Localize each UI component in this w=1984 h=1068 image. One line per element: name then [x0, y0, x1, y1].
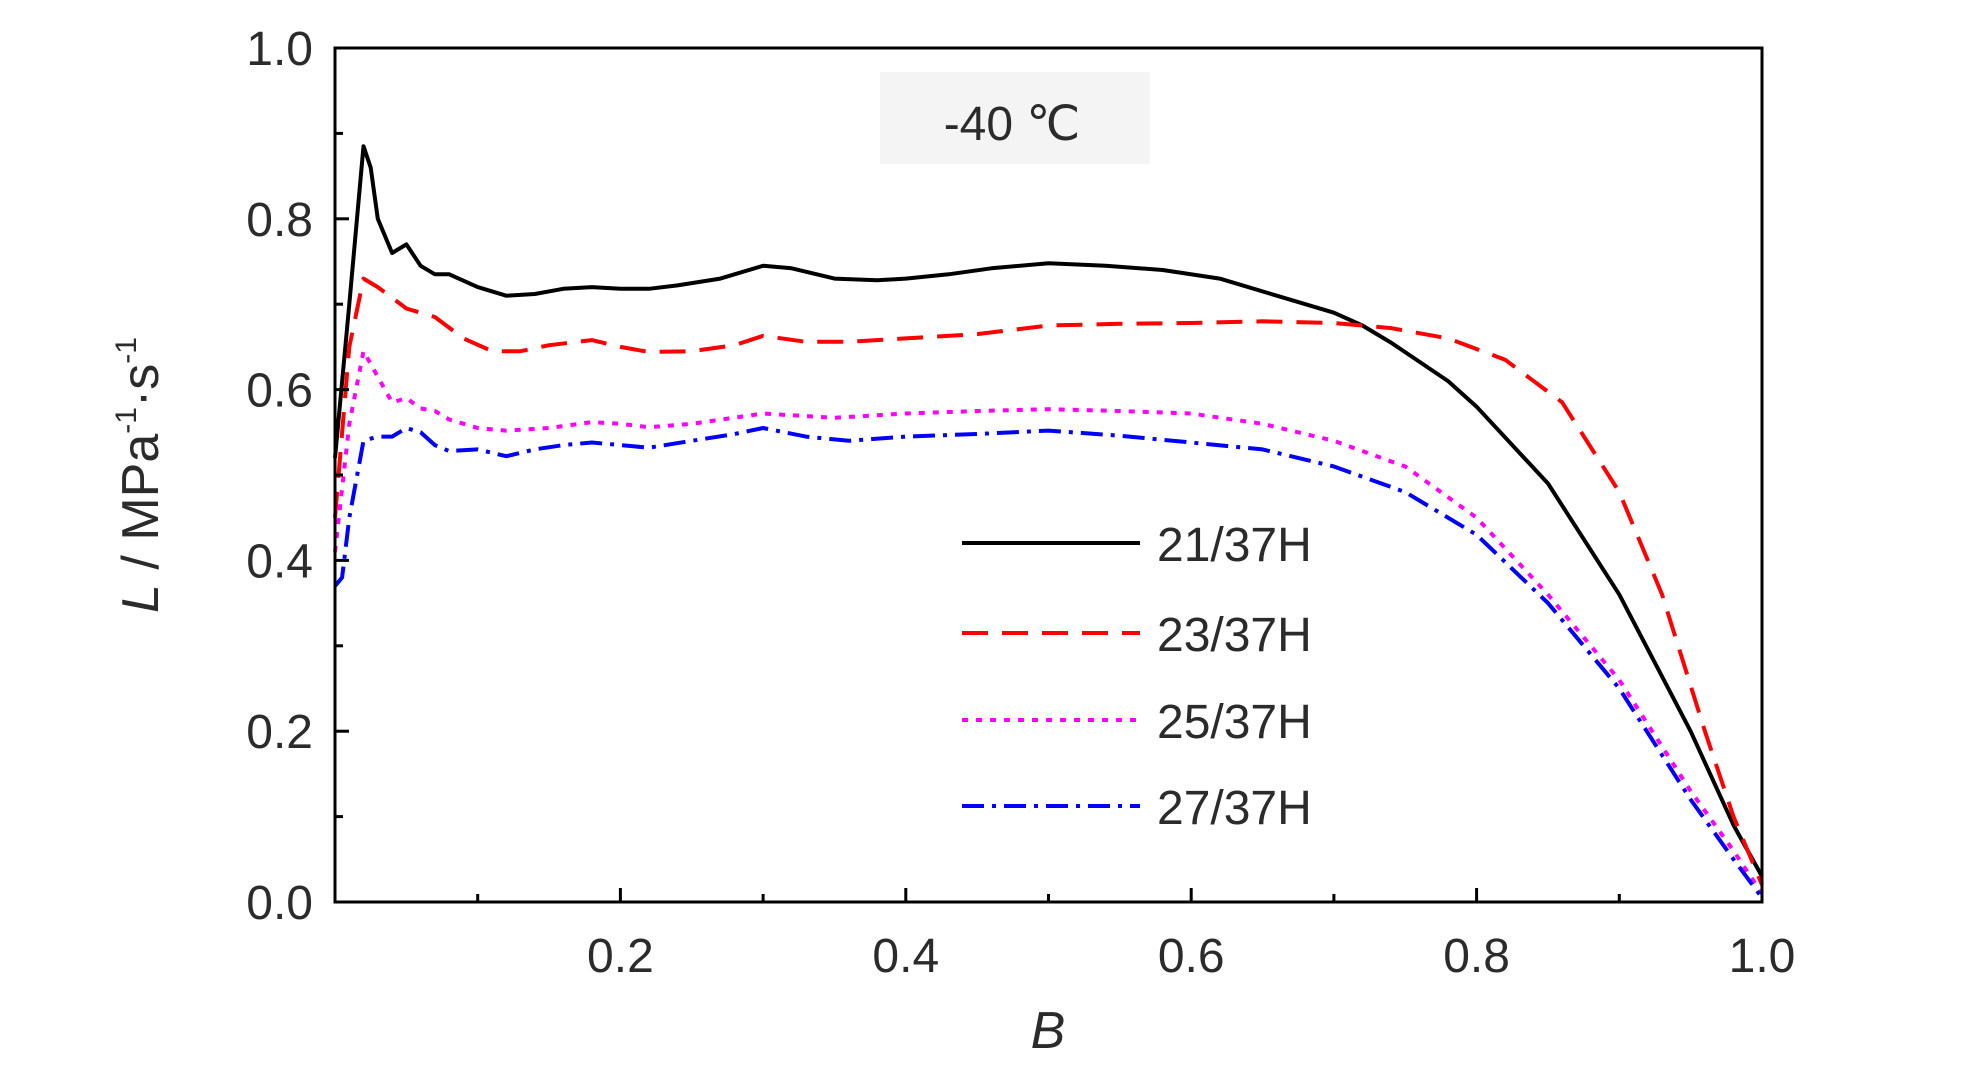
legend-label-3: 25/37H	[1157, 696, 1312, 749]
series-line-1	[333, 144, 1764, 878]
series-line-2	[333, 276, 1764, 886]
y-tick-label: 0.8	[246, 194, 313, 247]
x-tick-label: 0.2	[587, 930, 654, 983]
temperature-annotation: -40 ℃	[944, 98, 1081, 151]
x-tick-label: 1.0	[1729, 930, 1796, 983]
legend-label-1: 21/37H	[1157, 519, 1312, 572]
series-layer	[333, 144, 1764, 899]
annotation-box	[880, 72, 1150, 164]
y-tick-label: 0.0	[246, 877, 313, 930]
x-tick-label: 0.6	[1158, 930, 1225, 983]
legend-label-4: 27/37H	[1157, 782, 1312, 835]
y-tick-label: 1.0	[246, 23, 313, 76]
x-tick-label: 0.4	[872, 930, 939, 983]
y-axis-title: L / MPa-1·s-1	[110, 337, 170, 613]
plot-background	[335, 48, 1762, 902]
y-axis-unit-part1: / MPa	[112, 434, 170, 584]
y-axis-unit-part2: ·s	[112, 364, 170, 407]
legend-label-2: 23/37H	[1157, 609, 1312, 662]
legend: 21/37H 23/37H 25/37H 27/37H	[962, 519, 1312, 835]
series-line-4	[333, 426, 1764, 899]
x-axis-title: B	[1031, 1002, 1066, 1060]
y-tick-label: 0.6	[246, 365, 313, 418]
ticks-layer: 0.2 0.4 0.6 0.8 1.0 0.0 0.2 0.4 0.6 0.8 1.0	[246, 23, 1795, 983]
y-tick-label: 0.4	[246, 535, 313, 588]
y-axis-exponent-1: -1	[110, 407, 143, 434]
y-axis-symbol: L	[112, 584, 170, 613]
y-axis-exponent-2: -1	[110, 337, 143, 364]
x-tick-label: 0.8	[1443, 930, 1510, 983]
plot-frame	[333, 46, 1764, 904]
y-tick-label: 0.2	[246, 706, 313, 759]
series-line-3	[333, 349, 1764, 895]
